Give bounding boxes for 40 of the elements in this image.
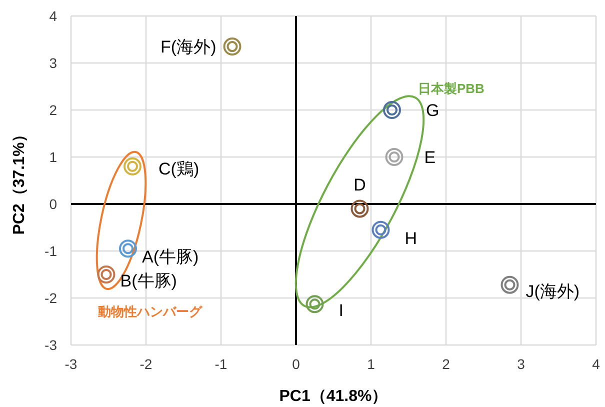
annotation: 日本製PBB (418, 81, 484, 96)
series-label: J(海外) (526, 282, 580, 301)
y-tick-label: -2 (44, 290, 58, 306)
series-label: A(牛豚) (142, 248, 199, 267)
series-label: B(牛豚) (120, 272, 177, 290)
series-label: I (338, 301, 344, 320)
y-tick-label: 4 (49, 8, 58, 24)
point (383, 101, 401, 119)
series-label: E (424, 148, 436, 167)
y-axis-title: PC2（37.1%） (11, 126, 28, 235)
x-axis-title: PC1（41.8%） (279, 388, 388, 405)
point (385, 148, 404, 166)
y-tick-label: 3 (49, 55, 58, 71)
series-label: C(鶏) (158, 159, 200, 178)
y-tick-label: -3 (44, 337, 58, 353)
point (372, 220, 390, 239)
x-tick-label: 4 (592, 356, 600, 372)
annotation: 動物性ハンバーグ (97, 304, 203, 319)
point (350, 200, 369, 218)
x-tick-label: -1 (214, 356, 228, 372)
point (119, 240, 137, 258)
point (500, 276, 519, 294)
series-label: H (404, 228, 418, 248)
point (97, 266, 116, 284)
x-tick-label: 2 (442, 356, 450, 372)
series-label: G (426, 101, 440, 120)
point (306, 295, 324, 314)
y-tick-label: -1 (44, 243, 58, 259)
x-tick-label: 1 (367, 356, 376, 372)
point (223, 38, 242, 56)
series-label: F(海外) (160, 38, 216, 57)
y-tick-label: 2 (49, 102, 58, 118)
x-tick-label: -3 (64, 356, 78, 372)
x-tick-label: 3 (517, 356, 526, 372)
x-tick-label: -2 (140, 356, 152, 372)
y-tick-label: 0 (49, 196, 58, 212)
x-tick-label: 0 (292, 356, 300, 372)
series-label: D (354, 176, 366, 195)
y-tick-label: 1 (49, 149, 58, 165)
point (124, 157, 142, 176)
